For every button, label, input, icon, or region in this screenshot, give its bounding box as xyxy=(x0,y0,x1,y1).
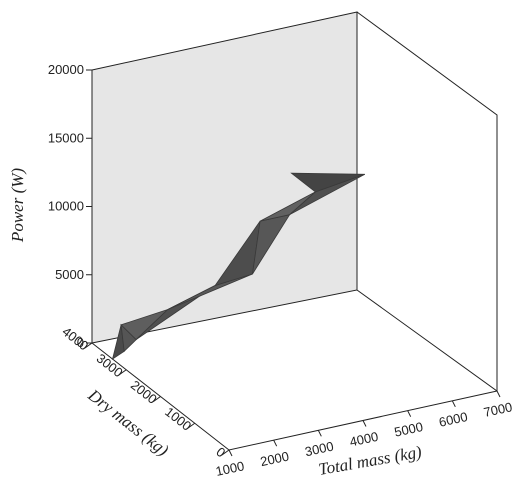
power-tick-label: 10000 xyxy=(48,199,84,214)
total-mass-tick-label: 1000 xyxy=(214,458,245,479)
total-mass-axis: 1000 2000 3000 4000 5000 6000 7000 xyxy=(214,390,514,479)
surface-facet xyxy=(290,172,365,193)
power-surface xyxy=(111,172,365,361)
total-mass-tick-mark xyxy=(407,410,412,417)
power-axis: 0 5000 10000 15000 20000 xyxy=(48,62,93,350)
power-tick-label: 20000 xyxy=(48,62,84,77)
total-mass-tick-mark xyxy=(362,420,367,427)
total-mass-tick-label: 2000 xyxy=(259,448,290,469)
total-mass-tick-label: 6000 xyxy=(438,409,469,430)
total-mass-tick-mark xyxy=(317,430,322,437)
dry-mass-tick-mark xyxy=(118,369,127,376)
dry-mass-tick-label: 4000 xyxy=(59,324,91,354)
dry-mass-tick-mark xyxy=(153,396,161,402)
power-tick-label: 0 xyxy=(77,335,84,350)
total-mass-tick-mark xyxy=(273,439,278,447)
power-tick-label: 5000 xyxy=(55,267,84,282)
dry-mass-tick-mark xyxy=(187,422,196,429)
dry-mass-axis-title: Dry mass (kg) xyxy=(84,385,173,460)
power-tick-label: 15000 xyxy=(48,130,84,145)
right-wall-edges xyxy=(356,11,498,392)
total-mass-tick-mark xyxy=(496,390,501,398)
dry-mass-tick-label: 2000 xyxy=(128,377,160,407)
total-mass-tick-label: 3000 xyxy=(304,439,335,460)
power-axis-title: Power (W) xyxy=(8,168,27,243)
dry-mass-tick-mark xyxy=(84,342,93,349)
dry-mass-tick-label: 1000 xyxy=(162,404,194,434)
total-mass-tick-mark xyxy=(451,400,456,408)
total-mass-tick-label: 4000 xyxy=(348,429,379,450)
dry-mass-tick-label: 3000 xyxy=(94,351,126,381)
total-mass-tick-label: 5000 xyxy=(393,419,424,440)
total-mass-tick-mark xyxy=(228,449,233,457)
total-mass-tick-label: 7000 xyxy=(482,399,513,420)
dry-mass-tick-mark xyxy=(221,449,230,456)
